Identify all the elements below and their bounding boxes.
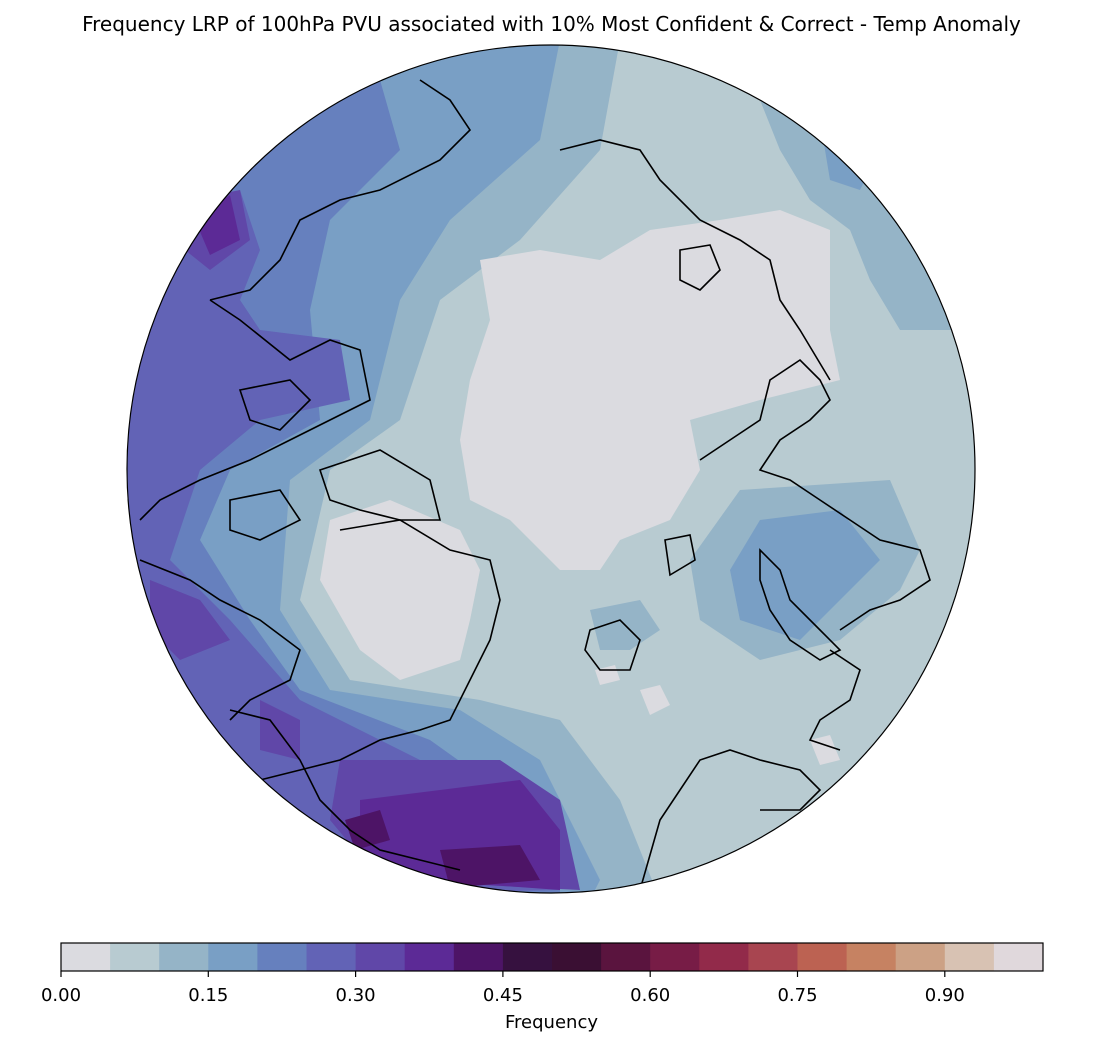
colorbar-swatch xyxy=(748,943,798,971)
coastline-canada-archipelago xyxy=(139,299,371,521)
coastline-hudson xyxy=(139,559,301,721)
colorbar-swatch xyxy=(650,943,700,971)
coastline-europe-east xyxy=(808,649,861,751)
coastline-greenland xyxy=(259,519,501,781)
colorbar-swatch xyxy=(257,943,307,971)
band-030 xyxy=(127,190,560,893)
colorbar-swatch xyxy=(552,943,602,971)
colorbar-tick-label: 0.90 xyxy=(924,985,965,1006)
colorbar-swatch xyxy=(601,943,651,971)
colorbar-swatch xyxy=(61,943,111,971)
colorbar-swatch xyxy=(502,943,553,971)
coastline-new-siberian xyxy=(679,244,721,291)
colorbar-tick-label: 0.00 xyxy=(40,985,82,1006)
colorbar-swatch xyxy=(355,943,406,971)
band-020-europe xyxy=(730,510,880,640)
colorbar-swatch xyxy=(699,943,749,971)
coastline-siberia-east xyxy=(559,139,831,381)
colorbar-swatches xyxy=(61,943,1044,971)
coastline-alaska-siberia xyxy=(209,79,472,301)
coastlines xyxy=(139,79,931,891)
map-boundary xyxy=(126,44,976,894)
coastline-labrador xyxy=(229,709,461,871)
colorbar-ticks xyxy=(60,971,946,977)
colorbar-swatch xyxy=(797,943,848,971)
colorbar-tick-label: 0.15 xyxy=(188,985,229,1006)
colorbar-swatch xyxy=(159,943,209,971)
coastline-siberia-north xyxy=(699,358,931,631)
colorbar-tick-label: 0.60 xyxy=(630,985,671,1006)
colorbar-tick-label: 0.45 xyxy=(482,985,523,1006)
colorbar-swatch xyxy=(404,943,455,971)
chart-title: Frequency LRP of 100hPa PVU associated w… xyxy=(82,12,1021,36)
coastline-svalbard xyxy=(584,619,641,671)
band-000-greenland xyxy=(320,500,480,680)
polar-map xyxy=(126,44,976,894)
coastline-scandinavia xyxy=(639,749,822,891)
colorbar-swatch xyxy=(895,943,946,971)
colorbar-swatch xyxy=(110,943,160,971)
colorbar-swatch xyxy=(453,943,504,971)
colorbar-frame xyxy=(60,942,1044,972)
band-000-pole xyxy=(460,210,840,570)
band-045 xyxy=(345,810,540,888)
band-040 xyxy=(195,195,560,890)
colorbar-swatch xyxy=(208,943,258,971)
colorbar-label: Frequency xyxy=(505,1012,598,1033)
coastline-novaya-zemlya xyxy=(759,548,842,661)
coastline-canada-islands xyxy=(229,379,442,541)
colorbar-swatch xyxy=(306,943,357,971)
coastline-franz-josef xyxy=(664,534,696,577)
colorbar-tick-label: 0.30 xyxy=(335,985,376,1006)
colorbar-swatch xyxy=(993,943,1044,971)
band-000-spot xyxy=(595,665,840,765)
colorbar-tick-label: 0.75 xyxy=(777,985,818,1006)
colorbar-swatch xyxy=(846,943,897,971)
colorbar-swatch xyxy=(944,943,995,971)
